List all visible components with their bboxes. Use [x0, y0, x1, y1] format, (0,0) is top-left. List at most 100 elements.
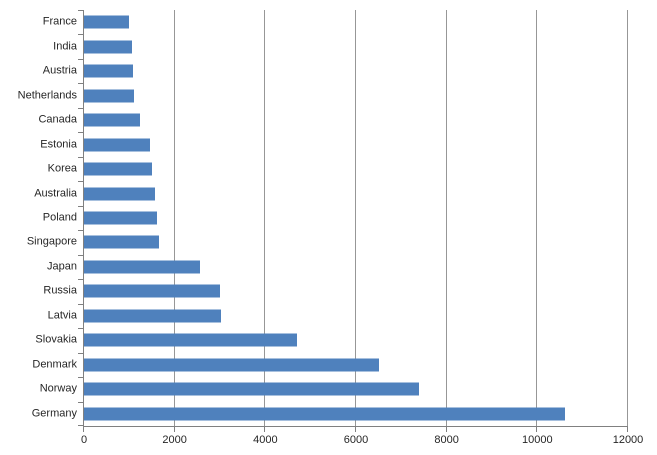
y-axis-tick	[78, 352, 83, 354]
bar-row	[84, 255, 628, 279]
bar-france	[84, 15, 130, 29]
bar-row	[84, 328, 628, 352]
y-axis-tick	[78, 156, 83, 158]
bar-germany	[84, 407, 566, 421]
category-label-row: Denmark	[0, 353, 77, 377]
category-label-row: Germany	[0, 402, 77, 426]
bar-austria	[84, 64, 133, 78]
bar-row	[84, 377, 628, 401]
bar-row	[84, 402, 628, 426]
gridline	[355, 10, 356, 426]
category-label: Germany	[31, 407, 77, 420]
x-axis-tick	[173, 427, 175, 432]
x-axis-tick	[83, 427, 84, 432]
bar-netherlands	[84, 89, 134, 103]
y-axis-tick	[78, 132, 83, 134]
category-label-row: Latvia	[0, 304, 77, 328]
y-axis-tick	[78, 377, 83, 379]
x-axis-tick-label: 0	[80, 434, 88, 446]
bar-row	[84, 10, 628, 34]
category-label: Denmark	[32, 358, 77, 371]
category-label: India	[53, 40, 77, 53]
bar-row	[84, 157, 628, 181]
bar-korea	[84, 162, 153, 176]
bar-estonia	[84, 138, 150, 152]
bar-norway	[84, 382, 420, 396]
category-label: France	[42, 15, 77, 28]
bar-poland	[84, 211, 158, 225]
category-label: Russia	[43, 284, 77, 297]
category-label-row: India	[0, 34, 77, 58]
category-label: Japan	[47, 260, 77, 273]
x-axis-line	[83, 426, 628, 427]
y-axis-tick	[78, 303, 83, 305]
bar-latvia	[84, 309, 221, 323]
y-axis-tick	[78, 10, 83, 11]
bar-row	[84, 59, 628, 83]
bar-russia	[84, 284, 220, 298]
y-axis-tick	[78, 58, 83, 60]
x-axis-tick-label: 12000	[612, 434, 644, 446]
bar-row	[84, 181, 628, 205]
bar-row	[84, 34, 628, 58]
y-axis-tick	[78, 34, 83, 36]
category-label: Austria	[42, 64, 77, 77]
bar-denmark	[84, 358, 379, 372]
category-label-row: Australia	[0, 181, 77, 205]
category-label: Latvia	[47, 309, 77, 322]
bar-row	[84, 304, 628, 328]
category-label-row: Poland	[0, 206, 77, 230]
category-label: Slovakia	[35, 333, 77, 346]
bar-canada	[84, 113, 140, 127]
value-axis-labels: 0 2000 4000 6000 8000 10000 12000	[80, 434, 643, 450]
category-label: Netherlands	[17, 89, 77, 102]
category-label: Canada	[38, 113, 77, 126]
y-axis-tick	[78, 181, 83, 183]
gridline	[264, 10, 266, 426]
category-label-row: Slovakia	[0, 328, 77, 352]
gridline	[173, 10, 175, 426]
bar-row	[84, 230, 628, 254]
bar-row	[84, 353, 628, 377]
x-axis-tick-label: 6000	[343, 434, 369, 446]
category-axis-labels: France India Austria Netherlands Canada Eston…	[0, 10, 77, 426]
y-axis-tick	[78, 83, 83, 85]
x-axis-tick	[445, 427, 447, 432]
category-label-row: Russia	[0, 279, 77, 303]
x-axis-tick	[264, 427, 266, 432]
bar-slovakia	[84, 333, 298, 347]
category-label-row: Norway	[0, 377, 77, 401]
bar-row	[84, 83, 628, 107]
x-axis-tick	[355, 427, 356, 432]
category-label-row: Japan	[0, 255, 77, 279]
category-label-row: Estonia	[0, 132, 77, 156]
category-label: Poland	[42, 211, 77, 224]
category-label-row: Austria	[0, 59, 77, 83]
bar-row	[84, 132, 628, 156]
y-axis-tick	[78, 107, 83, 109]
bar-row	[84, 279, 628, 303]
category-label-row: Canada	[0, 108, 77, 132]
x-axis-tick-label: 10000	[522, 434, 553, 446]
y-axis-tick	[78, 230, 83, 232]
gridline	[627, 10, 628, 426]
gridline	[536, 10, 538, 426]
bar-japan	[84, 260, 201, 274]
gridline	[445, 10, 447, 426]
category-label: Norway	[39, 382, 77, 395]
category-label: Korea	[47, 162, 77, 175]
bar-australia	[84, 187, 156, 201]
x-axis-tick	[536, 427, 538, 432]
y-axis-tick	[78, 425, 83, 426]
category-label-row: Korea	[0, 157, 77, 181]
plot-area	[78, 10, 628, 432]
category-label-row: Singapore	[0, 230, 77, 254]
x-axis-tick	[627, 427, 628, 432]
y-axis-tick	[78, 254, 83, 256]
category-label: Estonia	[40, 138, 77, 151]
y-axis-tick	[78, 401, 83, 403]
x-axis-tick-label: 2000	[162, 434, 187, 446]
x-axis-tick-label: 4000	[253, 434, 278, 446]
x-axis-tick-label: 8000	[434, 434, 459, 446]
